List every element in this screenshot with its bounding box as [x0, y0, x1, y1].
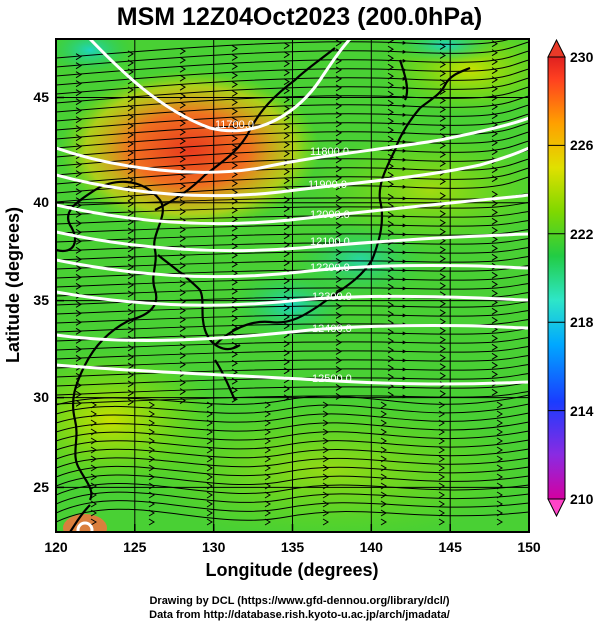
y-tick-labels: 25 30 35 40 45	[33, 89, 49, 495]
x-tick-label: 135	[281, 539, 305, 555]
contour-11800	[56, 116, 529, 174]
y-tick-label: 45	[33, 89, 49, 105]
contour-12400	[56, 323, 529, 342]
colorbar-body	[547, 56, 566, 500]
colorbar-tick: 210	[570, 491, 594, 507]
contour-low-center	[76, 521, 94, 532]
contour-label: 11700.0	[215, 119, 254, 131]
contour-label: 12300.0	[312, 291, 352, 303]
contour-11900	[56, 146, 529, 198]
contour-label: 12400.0	[312, 323, 352, 335]
y-tick-label: 25	[33, 479, 49, 495]
colorbar-tick: 218	[570, 314, 594, 330]
contour-12500	[56, 363, 529, 386]
colorbar-tick: 230	[570, 49, 594, 65]
axis-ticks	[55, 96, 530, 532]
x-tick-label: 150	[517, 539, 541, 555]
x-axis-label: Longitude (degrees)	[205, 560, 378, 580]
contour-label: 12500.0	[312, 373, 352, 385]
contour-12000	[56, 193, 529, 225]
height-contours	[56, 39, 529, 532]
y-tick-label: 40	[33, 194, 49, 210]
contour-11700	[88, 39, 352, 133]
credit-line-1: Drawing by DCL (https://www.gfd-dennou.o…	[149, 595, 450, 607]
contour-label: 11800.0	[310, 146, 349, 158]
x-tick-label: 120	[44, 539, 68, 555]
x-tick-labels: 120 125 130 135 140 145 150	[44, 539, 541, 555]
credit-line-2: Data from http://database.rish.kyoto-u.a…	[149, 609, 450, 621]
colorbar-tick: 222	[570, 226, 594, 242]
contour-12100	[56, 230, 529, 253]
y-axis-label: Latitude (degrees)	[3, 207, 23, 363]
coastlines	[56, 47, 471, 532]
y-tick-label: 35	[33, 292, 49, 308]
colorbar-tick: 214	[570, 403, 594, 419]
contour-labels: 11700.0 11800.0 11900.0 12000.0 12100.0 …	[215, 119, 352, 385]
chart-title: MSM 12Z04Oct2023 (200.0hPa)	[116, 3, 483, 31]
contour-label: 12000.0	[310, 209, 350, 221]
x-tick-label: 140	[360, 539, 384, 555]
y-tick-label: 30	[33, 389, 49, 405]
x-tick-label: 125	[123, 539, 147, 555]
contour-12300	[56, 290, 529, 307]
contour-label: 11900.0	[308, 179, 347, 191]
colorbar: 230 226 222 218 214 210	[547, 38, 594, 518]
colorbar-top-arrow	[547, 38, 566, 58]
x-tick-label: 130	[202, 539, 226, 555]
contour-label: 12200.0	[310, 262, 350, 274]
contour-label: 12100.0	[310, 236, 350, 248]
colorbar-bottom-arrow	[547, 498, 566, 518]
x-tick-label: 145	[439, 539, 463, 555]
contour-12200	[56, 258, 529, 279]
colorbar-tick: 226	[570, 137, 594, 153]
